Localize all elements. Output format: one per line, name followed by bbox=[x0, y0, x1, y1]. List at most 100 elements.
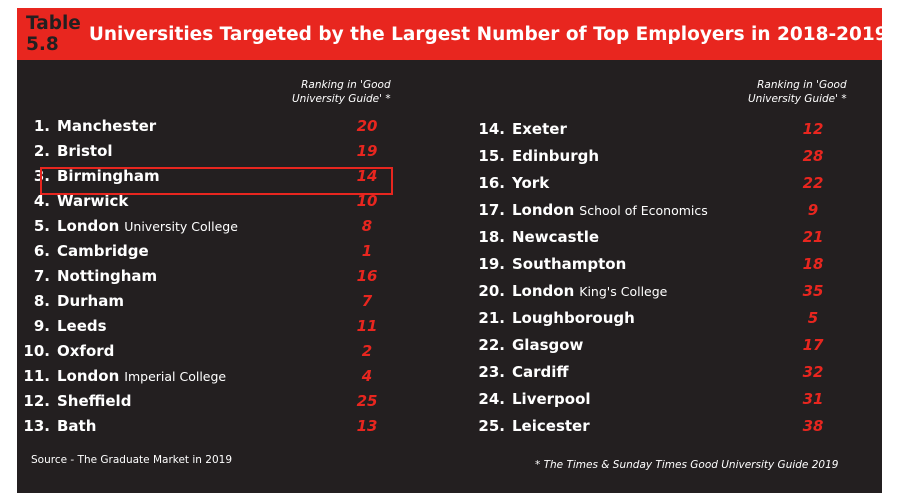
university-college: Imperial College bbox=[124, 368, 227, 384]
table-row: 17. London School of Economics bbox=[467, 199, 708, 221]
rank-number: 2. bbox=[33, 142, 50, 160]
rank-number: 4. bbox=[33, 192, 50, 210]
table-title: Universities Targeted by the Largest Num… bbox=[88, 23, 888, 45]
university-name: Exeter bbox=[512, 120, 567, 138]
table-row: 7. Nottingham bbox=[12, 265, 157, 287]
table-row: 21. Loughborough bbox=[467, 307, 635, 329]
table-row: 23. Cardiff bbox=[467, 361, 568, 383]
university-name: Warwick bbox=[57, 192, 129, 210]
rank-number: 10. bbox=[23, 342, 50, 360]
rank-number: 12. bbox=[23, 392, 50, 410]
university-name: Southampton bbox=[512, 255, 627, 273]
rank-number: 24. bbox=[478, 390, 505, 408]
university-name: Durham bbox=[57, 292, 124, 310]
guide-ranking: 21 bbox=[802, 228, 824, 246]
rank-number: 18. bbox=[478, 228, 505, 246]
table-panel: Table 5.8 Universities Targeted by the L… bbox=[17, 8, 888, 493]
university-name: Leicester bbox=[512, 417, 590, 435]
university-name: Edinburgh bbox=[512, 147, 600, 165]
university-name: Cambridge bbox=[57, 242, 149, 260]
guide-ranking: 9 bbox=[807, 201, 819, 219]
guide-ranking: 20 bbox=[356, 117, 378, 135]
column-header-line1: Ranking in 'Good bbox=[757, 79, 847, 91]
rank-number: 9. bbox=[33, 317, 50, 335]
university-name: London bbox=[512, 282, 575, 300]
guide-ranking: 7 bbox=[361, 292, 373, 310]
table-row: 11. London Imperial College bbox=[12, 365, 226, 387]
rank-number: 25. bbox=[478, 417, 505, 435]
university-name: Birmingham bbox=[57, 167, 160, 185]
university-name: Bath bbox=[57, 417, 97, 435]
guide-ranking: 19 bbox=[356, 142, 378, 160]
left-column-header: Ranking in 'Good University Guide' * bbox=[292, 78, 391, 106]
university-college: University College bbox=[124, 218, 238, 234]
guide-ranking: 25 bbox=[356, 392, 378, 410]
table-row: 8. Durham bbox=[12, 290, 124, 312]
university-name: London bbox=[512, 201, 575, 219]
university-name: Glasgow bbox=[512, 336, 584, 354]
footnote: * The Times & Sunday Times Good Universi… bbox=[535, 459, 839, 471]
table-row: 14. Exeter bbox=[467, 118, 567, 140]
guide-ranking: 22 bbox=[802, 174, 824, 192]
table-row: 2. Bristol bbox=[12, 140, 113, 162]
university-name: Oxford bbox=[57, 342, 115, 360]
guide-ranking: 14 bbox=[356, 167, 378, 185]
table-row: 20. London King's College bbox=[467, 280, 667, 302]
university-name: Loughborough bbox=[512, 309, 635, 327]
table-row: 4. Warwick bbox=[12, 190, 129, 212]
rank-number: 13. bbox=[23, 417, 50, 435]
rank-number: 19. bbox=[478, 255, 505, 273]
rank-number: 20. bbox=[478, 282, 505, 300]
university-name: London bbox=[57, 217, 120, 235]
table-row: 1. Manchester bbox=[12, 115, 156, 137]
guide-ranking: 16 bbox=[356, 267, 378, 285]
guide-ranking: 18 bbox=[802, 255, 824, 273]
table-row: 6. Cambridge bbox=[12, 240, 149, 262]
rank-number: 8. bbox=[33, 292, 50, 310]
guide-ranking: 11 bbox=[356, 317, 378, 335]
university-college: School of Economics bbox=[579, 202, 708, 218]
table-row: 13. Bath bbox=[12, 415, 96, 437]
table-row: 12. Sheffield bbox=[12, 390, 131, 412]
guide-ranking: 32 bbox=[802, 363, 824, 381]
guide-ranking: 31 bbox=[802, 390, 824, 408]
university-name: Sheffield bbox=[57, 392, 132, 410]
table-row: 19. Southampton bbox=[467, 253, 626, 275]
guide-ranking: 5 bbox=[807, 309, 819, 327]
rank-number: 1. bbox=[33, 117, 50, 135]
rank-number: 16. bbox=[478, 174, 505, 192]
table-number: Table 5.8 bbox=[26, 13, 81, 55]
guide-ranking: 17 bbox=[802, 336, 824, 354]
rank-number: 5. bbox=[33, 217, 50, 235]
university-name: Leeds bbox=[57, 317, 107, 335]
column-header-line1: Ranking in 'Good bbox=[301, 79, 391, 91]
title-bar: Table 5.8 Universities Targeted by the L… bbox=[17, 8, 888, 60]
university-name: Bristol bbox=[57, 142, 113, 160]
rank-number: 23. bbox=[478, 363, 505, 381]
guide-ranking: 28 bbox=[802, 147, 824, 165]
university-college: King's College bbox=[579, 283, 668, 299]
guide-ranking: 2 bbox=[361, 342, 373, 360]
university-name: Manchester bbox=[57, 117, 157, 135]
university-name: York bbox=[512, 174, 550, 192]
source-note: Source - The Graduate Market in 2019 bbox=[31, 454, 233, 466]
university-name: Liverpool bbox=[512, 390, 591, 408]
university-name: London bbox=[57, 367, 120, 385]
rank-number: 6. bbox=[33, 242, 50, 260]
table-row: 16. York bbox=[467, 172, 549, 194]
table-row: 9. Leeds bbox=[12, 315, 107, 337]
column-header-line2: University Guide' * bbox=[292, 93, 391, 105]
rank-number: 11. bbox=[23, 367, 50, 385]
right-column-header: Ranking in 'Good University Guide' * bbox=[748, 78, 847, 106]
birmingham-highlight-box bbox=[40, 167, 393, 195]
guide-ranking: 35 bbox=[802, 282, 824, 300]
table-row: 18. Newcastle bbox=[467, 226, 599, 248]
table-row: 5. London University College bbox=[12, 215, 238, 237]
guide-ranking: 10 bbox=[356, 192, 378, 210]
rank-number: 21. bbox=[478, 309, 505, 327]
rank-number: 15. bbox=[478, 147, 505, 165]
guide-ranking: 12 bbox=[802, 120, 824, 138]
guide-ranking: 1 bbox=[361, 242, 373, 260]
guide-ranking: 4 bbox=[361, 367, 373, 385]
table-row: 15. Edinburgh bbox=[467, 145, 599, 167]
